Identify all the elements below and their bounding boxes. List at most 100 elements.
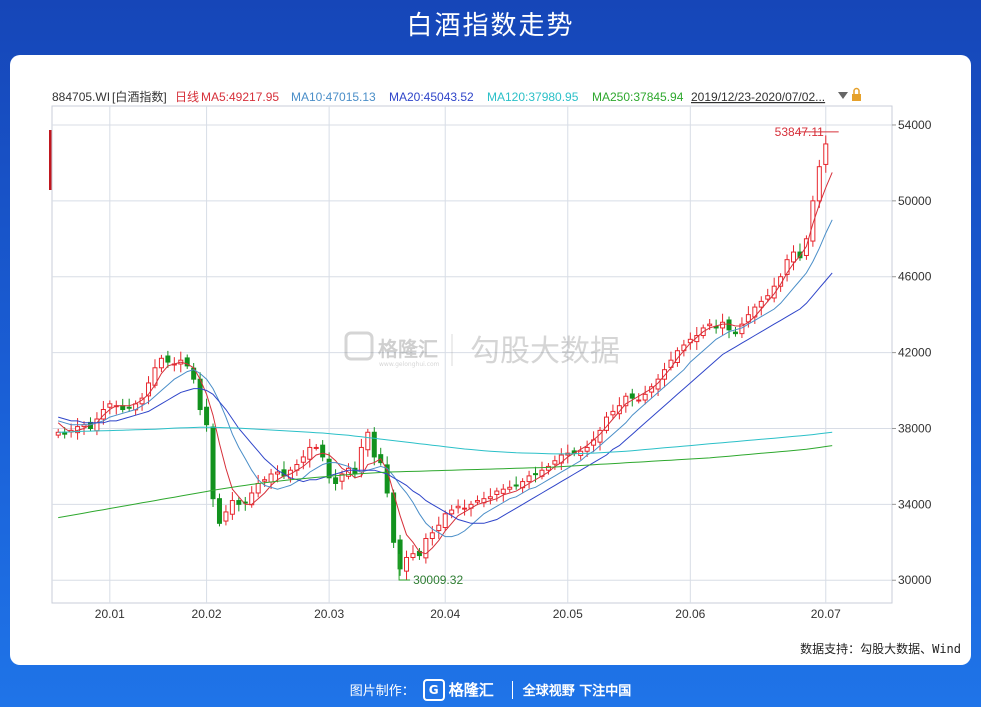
legend-ma10: MA10:47015.13 (291, 90, 376, 104)
lock-icon[interactable] (852, 87, 861, 102)
candle-body (662, 369, 668, 380)
candle-body (339, 473, 345, 482)
candle (481, 491, 487, 508)
candle (113, 400, 119, 415)
candle-body (300, 456, 306, 463)
candle-body (126, 406, 132, 409)
candle (146, 376, 152, 405)
candle (307, 438, 313, 468)
candle (294, 459, 300, 476)
legend-date-range[interactable]: 2019/12/23-2020/07/02... (691, 90, 825, 104)
candle (184, 354, 190, 369)
candle-body (797, 251, 803, 259)
x-tick-label: 20.03 (314, 607, 344, 621)
candle (216, 493, 222, 527)
candle-body (707, 323, 713, 327)
candle (397, 534, 403, 576)
candle-body (120, 405, 126, 411)
candle-body (784, 259, 790, 275)
candle-body (610, 410, 616, 416)
candle-body (629, 393, 635, 399)
candle-body (642, 393, 648, 401)
candle-body (816, 166, 822, 202)
candle-body (320, 444, 326, 458)
x-tick-label: 20.07 (811, 607, 841, 621)
watermark: 格隆汇 www.gelonghui.com 勾股大数据 (344, 331, 620, 369)
footer-prefix: 图片制作： (349, 684, 415, 699)
candle-body (545, 465, 551, 471)
candle (797, 243, 803, 261)
candle-body (449, 509, 455, 515)
candle-body (333, 477, 339, 484)
candle (520, 478, 526, 494)
candle (816, 159, 822, 208)
candle-body (636, 399, 642, 402)
legend-code: 884705.WI (52, 90, 110, 104)
candle-body (462, 507, 468, 510)
candle (107, 400, 113, 415)
candle (629, 388, 635, 407)
candle (487, 488, 493, 505)
candle (823, 135, 829, 173)
candle (152, 359, 158, 389)
candle (371, 427, 377, 466)
candle-body (313, 446, 319, 449)
candle-body (500, 488, 506, 494)
candle-body (391, 492, 397, 543)
candle (526, 470, 532, 489)
candle (333, 469, 339, 491)
candle-body (507, 486, 513, 490)
candle (410, 545, 416, 561)
candle (442, 510, 448, 531)
candle-body (720, 321, 726, 329)
candle-body (823, 143, 829, 165)
candle-body (255, 482, 261, 494)
candle-body (623, 395, 629, 407)
x-tick-label: 20.04 (430, 607, 460, 621)
candle-body (262, 479, 268, 482)
ma-line-ma20 (58, 272, 833, 524)
candle-body (442, 513, 448, 529)
candle-body (107, 403, 113, 408)
low-leader (398, 554, 411, 581)
candle (810, 195, 816, 247)
brand-logo-icon: G (422, 678, 445, 701)
candle (610, 404, 616, 420)
candle-body (358, 446, 364, 473)
candle (339, 470, 345, 490)
candle-body (204, 406, 210, 426)
x-tick-label: 20.02 (192, 607, 222, 621)
watermark-logo-icon (344, 331, 374, 361)
y-axis: 30000 34000 38000 42000 46000 50000 54000 (892, 118, 932, 587)
x-tick-label: 20.06 (675, 607, 705, 621)
candle (732, 326, 738, 337)
candle-body (404, 556, 410, 572)
legend-ma250: MA250:37845.94 (592, 90, 684, 104)
left-marker (49, 130, 52, 190)
legend-ma20: MA20:45043.52 (389, 90, 474, 104)
watermark-text: 勾股大数据 (470, 334, 620, 369)
candle (326, 452, 332, 484)
candle-body (371, 431, 377, 458)
candle-body (146, 382, 152, 397)
triangle-down-icon[interactable] (838, 92, 848, 99)
candle-body (765, 295, 771, 300)
candle (158, 354, 164, 373)
candle (191, 363, 197, 384)
footer-slogan: 全球视野 下注中国 (522, 684, 632, 699)
candle (320, 440, 326, 462)
candle-body (771, 285, 777, 299)
candle-body (584, 446, 590, 452)
candle-body (791, 251, 797, 263)
candle-body (158, 357, 164, 369)
candle (378, 447, 384, 466)
candle-body (365, 431, 371, 451)
candle (771, 277, 777, 303)
y-tick-label: 30000 (898, 573, 932, 587)
y-tick-label: 46000 (898, 270, 932, 284)
candle (603, 411, 609, 434)
candle (642, 385, 648, 405)
candle (229, 492, 235, 520)
candle-body (526, 475, 532, 483)
candle (423, 533, 429, 564)
